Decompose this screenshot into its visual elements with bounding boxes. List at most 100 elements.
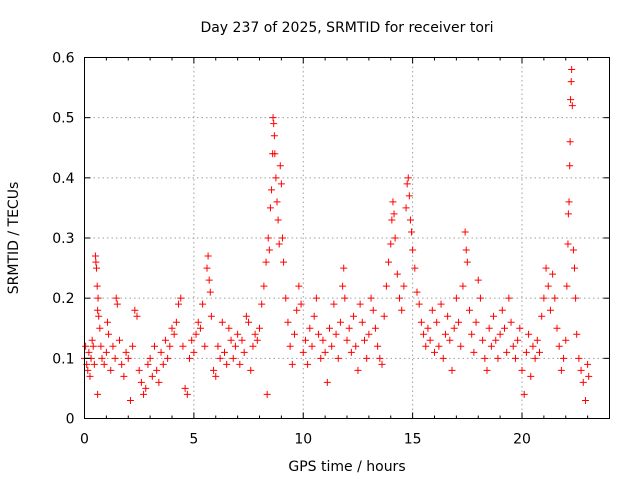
data-point [387,240,395,248]
data-point [315,330,323,338]
data-point [170,330,178,338]
data-point [181,384,189,392]
data-point [84,366,92,374]
data-point [520,390,528,398]
data-point [536,348,543,356]
data-point [190,348,198,356]
data-point [564,210,572,218]
data-point [404,174,412,182]
data-point [431,348,438,356]
data-point [551,294,559,302]
data-point [260,282,268,290]
data-point [155,378,163,386]
data-point [221,348,228,356]
data-point [569,246,577,254]
data-point [567,78,575,86]
data-point [86,372,94,380]
data-point [511,354,519,362]
data-point [129,342,137,350]
data-point [210,366,218,374]
data-point [503,348,511,356]
data-point [509,342,517,350]
data-point [179,342,187,350]
data-point [269,114,277,122]
data-point [413,288,421,296]
data-point [439,354,447,362]
data-point [82,342,90,350]
data-point [240,348,248,356]
data-point [365,330,373,338]
data-point [461,228,469,236]
data-point [245,318,253,326]
data-point [112,294,120,302]
data-point [88,336,96,344]
data-point [94,306,102,314]
data-point [496,330,504,338]
data-point [581,396,589,404]
data-point [393,270,401,278]
data-point [402,204,410,212]
data-point [223,360,231,368]
data-point [280,258,288,266]
data-point [334,354,342,362]
data-point [308,342,316,350]
data-point [564,240,572,248]
x-tick-label: 0 [80,432,89,448]
data-point [340,264,348,272]
data-point [188,336,196,344]
data-point [531,354,539,362]
data-point [374,342,382,350]
data-point [485,324,493,332]
data-point [153,366,161,374]
data-point [326,324,333,332]
data-point [157,348,165,356]
data-point [354,366,362,374]
data-point [514,336,522,344]
data-point [542,264,550,272]
data-point [299,348,307,356]
data-point [116,336,123,344]
data-point [122,348,130,356]
data-point [270,120,278,128]
data-point [201,342,209,350]
data-point [102,348,110,356]
y-tick-label: 0.2 [52,291,74,307]
x-tick-label: 15 [404,432,422,448]
data-point [424,324,432,332]
data-point [288,360,296,368]
data-point [100,360,108,368]
data-point [105,330,113,338]
data-point [249,342,257,350]
data-point [462,246,470,254]
data-point [92,258,100,266]
data-point [406,216,414,224]
data-point [253,336,261,344]
data-point [96,324,104,332]
data-point [94,390,102,398]
data-point [186,354,193,362]
data-point [291,330,298,338]
data-point [409,246,417,254]
data-point [452,294,460,302]
data-point [388,216,396,224]
data-point [358,318,366,326]
data-point [301,336,309,344]
data-point [286,342,294,350]
data-point [144,360,152,368]
data-point [229,354,237,362]
data-point [336,318,344,326]
data-point [367,294,375,302]
data-point [126,396,134,404]
data-point [575,354,583,362]
data-point [113,300,121,308]
data-point [275,240,283,248]
data-point [94,294,102,302]
data-point [422,342,430,350]
data-point [389,198,397,206]
data-point [585,372,593,380]
data-point [369,306,377,314]
data-point [227,336,235,344]
data-point [417,318,425,326]
data-point [371,324,379,332]
